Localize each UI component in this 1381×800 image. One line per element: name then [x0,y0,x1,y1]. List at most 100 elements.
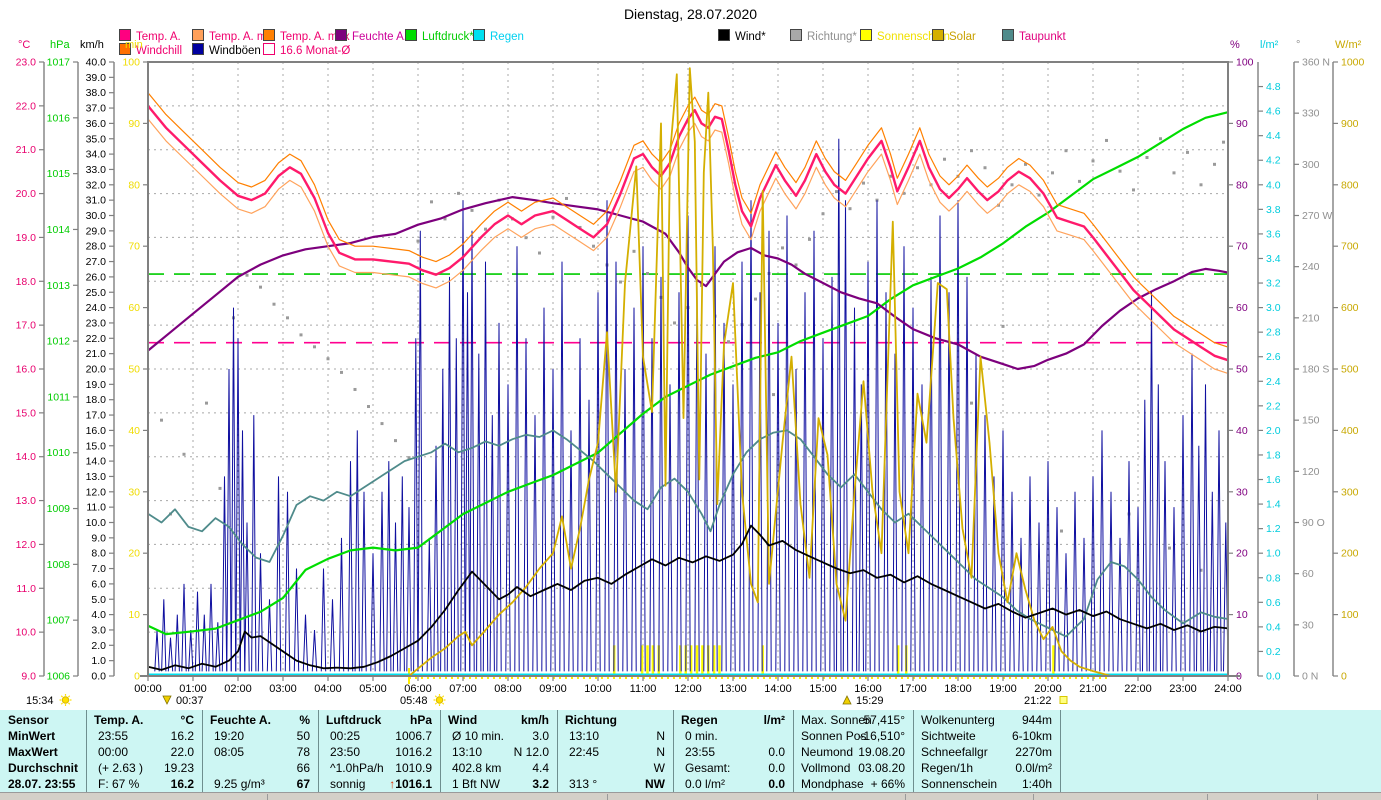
svg-text:0: 0 [1341,671,1347,683]
svg-text:4.6: 4.6 [1266,106,1281,118]
svg-text:18.0: 18.0 [86,394,107,406]
table-cell: km/h [520,713,549,727]
svg-text:11.0: 11.0 [16,583,36,595]
svg-text:1013: 1013 [47,280,71,292]
svg-text:20.0: 20.0 [86,364,107,376]
svg-text:19.0: 19.0 [16,232,37,244]
table-cell: 67 [296,777,310,791]
svg-text:1.8: 1.8 [1266,449,1281,461]
table-cell: Sonnen Pos [801,729,867,743]
svg-text:07:00: 07:00 [449,683,477,695]
svg-text:0.4: 0.4 [1266,621,1281,633]
legend-item-temp-a-max: Temp. A. max [263,29,350,43]
svg-text:00:00: 00:00 [134,683,162,695]
table-cell: 402.8 km [452,761,502,775]
table-cell: -16,510° [859,729,906,743]
table-cell: 1016.2 [395,745,432,759]
svg-text:70: 70 [128,241,140,253]
table-cell: Sonnenschein [921,777,998,791]
svg-text:16.0: 16.0 [86,425,107,437]
table-cell: 3.0 [532,729,549,743]
svg-text:05:48: 05:48 [400,695,428,706]
table-cell [565,712,665,728]
table-cell: Vollmond [801,761,851,775]
svg-text:8.0: 8.0 [91,548,106,560]
table-cell: 0.0 [768,777,785,791]
svg-text:7.0: 7.0 [91,563,106,575]
table-cell: 2270m [1015,745,1052,759]
moonrise-arrow-icon [842,695,852,705]
svg-text:l/m²: l/m² [1260,39,1279,51]
sunset-square-icon [1059,696,1068,704]
svg-text:1012: 1012 [47,336,71,348]
svg-text:300: 300 [1302,159,1320,171]
x-axis: 00:00 01:00 02:00 03:00 04:00 05:00 06:00 07:00… [134,675,1242,695]
table-separator [913,710,914,792]
table-cell: hPa [409,713,432,727]
table-cell: 22.0 [170,745,194,759]
table-cell: 66 [296,761,310,775]
svg-text:11:00: 11:00 [630,683,657,695]
table-cell: N 12.0 [513,745,549,759]
svg-text:80: 80 [128,179,140,191]
svg-text:22.0: 22.0 [86,333,107,345]
legend-swatch-icon [718,29,730,41]
table-cell: 28.07. 23:55 [8,777,76,791]
svg-text:16.0: 16.0 [16,364,37,376]
svg-text:4.0: 4.0 [1266,179,1281,191]
legend-swatch-icon [790,29,802,41]
svg-text:02:00: 02:00 [224,683,252,695]
legend-swatch-icon [405,29,417,41]
table-cell: 0.0l/m² [1015,761,1052,775]
svg-text:40.0: 40.0 [86,57,107,69]
legend-item-taupunkt: Taupunkt [1002,29,1066,43]
table-cell: NW [645,777,665,791]
svg-text:18.0: 18.0 [16,276,37,288]
table-cell: 1006.7 [395,729,432,743]
svg-text:km/h: km/h [80,39,104,51]
svg-text:100: 100 [1341,609,1359,621]
svg-text:22.0: 22.0 [16,100,37,112]
svg-text:1015: 1015 [47,168,71,180]
table-cell: 1010.9 [395,761,432,775]
svg-text:2.4: 2.4 [1266,376,1281,388]
svg-text:5.0: 5.0 [91,594,106,606]
svg-text:23.0: 23.0 [86,317,107,329]
svg-text:150: 150 [1302,415,1320,427]
svg-text:19:00: 19:00 [989,683,1017,695]
table-cell: Gesamt: [685,761,731,775]
table-cell: 1 Bft NW [452,777,501,791]
legend-swatch-icon [932,29,944,41]
svg-text:1.6: 1.6 [1266,474,1281,486]
table-cell: ↑1016.1 [389,777,432,791]
table-cell: F: 67 % [98,777,140,791]
svg-text:10.0: 10.0 [16,627,37,639]
table-cell: 0.0 l/m² [685,777,726,791]
series-feuchte [147,196,1229,371]
axis-wm2: W/m² 0 100 200 300 400 500 600 700 800 900 1000 [1332,39,1365,683]
svg-text:12:00: 12:00 [674,683,702,695]
table-cell: N [656,729,665,743]
svg-text:900: 900 [1341,118,1359,130]
legend-item-temp-a-min: Temp. A. min [192,29,275,43]
table-cell: 0.0 [768,745,785,759]
legend-item-wind-: Wind* [718,29,766,43]
svg-text:20: 20 [1236,548,1248,560]
table-cell: 57,415° [863,713,905,727]
svg-text:330: 330 [1302,108,1320,120]
sensor-summary-table: Sensor MinWert MaxWert Durchschnitt 28.07. 2… [0,710,1381,792]
svg-text:27.0: 27.0 [86,256,107,268]
table-separator [86,710,87,792]
table-cell: N [656,745,665,759]
table-cell: 0 min. [685,729,718,743]
table-separator [202,710,203,792]
legend-item-windchill: Windchill [119,43,182,57]
statusbar-separator [1033,794,1034,800]
svg-text:30.0: 30.0 [86,210,107,222]
table-cell: Richtung [565,713,617,727]
svg-text:60: 60 [1236,302,1248,314]
svg-text:60: 60 [128,302,140,314]
axis-deg: ° 0 N 30 60 90 O 120 150 180 S 210 240 270 W 300 330… [1293,39,1332,683]
svg-text:1.0: 1.0 [91,655,106,667]
